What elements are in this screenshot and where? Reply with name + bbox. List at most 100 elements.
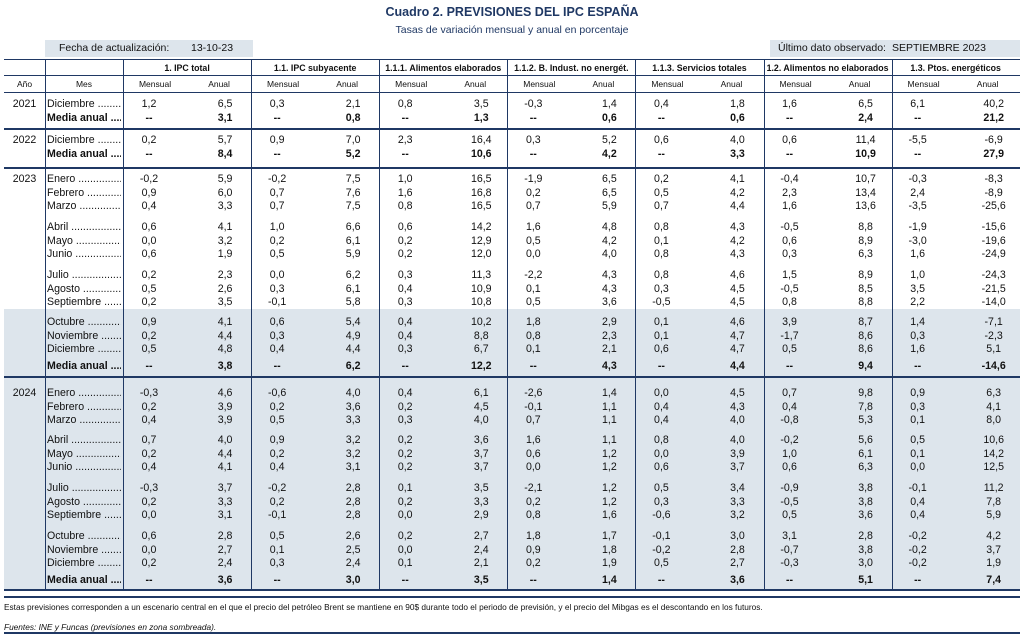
table-cell: 0,3 bbox=[397, 343, 413, 356]
table-cell: 0,2 bbox=[397, 234, 413, 247]
last-observed-value: SEPTIEMBRE 2023 bbox=[892, 42, 986, 54]
table-cell: -- bbox=[145, 574, 153, 586]
update-date-value: 13-10-23 bbox=[191, 42, 234, 54]
table-cell: -1,9 bbox=[524, 173, 543, 185]
subheader: Mensual bbox=[779, 79, 812, 89]
year-header: Año bbox=[16, 79, 33, 89]
table-cell: 10,9 bbox=[470, 282, 492, 295]
table-cell: -0,5 bbox=[780, 495, 799, 508]
table-cell: 0,3 bbox=[269, 557, 285, 570]
table-cell: 5,4 bbox=[345, 316, 361, 328]
table-cell: 4,2 bbox=[730, 186, 745, 199]
table-cell: 0,2 bbox=[141, 557, 157, 570]
table-cell: 8,0 bbox=[986, 414, 1002, 427]
table-cell: 4,0 bbox=[217, 434, 233, 446]
table-cell: 3,3 bbox=[473, 495, 489, 508]
group-header: 1.1. IPC subyacente bbox=[273, 63, 357, 73]
table-subtitle: Tasas de variación mensual y anual en po… bbox=[395, 24, 629, 36]
table-cell: 3,0 bbox=[730, 530, 745, 542]
subheader: Mensual bbox=[907, 79, 940, 89]
table-cell: 0,7 bbox=[782, 387, 797, 399]
table-cell: 4,1 bbox=[217, 221, 233, 233]
table-cell: 3,3 bbox=[730, 495, 745, 508]
table-cell: 6,3 bbox=[986, 387, 1002, 399]
table-cell: 0,2 bbox=[141, 447, 157, 460]
table-cell: 0,0 bbox=[141, 234, 157, 247]
table-cell: 0,9 bbox=[141, 316, 157, 328]
table-cell: 5,9 bbox=[986, 509, 1002, 522]
row-month: Marzo .................. bbox=[47, 200, 121, 213]
table-cell: -- bbox=[273, 112, 281, 124]
table-row: Agosto ................ 0,2 3,3 0,2 2,8 0,2 3,… bbox=[4, 496, 1020, 510]
table-cell: 10,6 bbox=[983, 434, 1004, 446]
table-cell: 3,4 bbox=[730, 482, 745, 494]
table-cell: -0,3 bbox=[908, 173, 927, 185]
row-month: Septiembre ......... bbox=[47, 509, 121, 522]
table-cell: 0,2 bbox=[269, 400, 285, 413]
table-cell: -- bbox=[657, 574, 665, 586]
column-divider bbox=[891, 59, 893, 591]
table-cell: 0,2 bbox=[397, 447, 413, 460]
column-divider bbox=[251, 59, 253, 591]
table-cell: 8,5 bbox=[858, 282, 873, 295]
table-cell: 6,5 bbox=[217, 98, 233, 110]
table-cell: 4,2 bbox=[986, 530, 1002, 542]
table-cell: -- bbox=[145, 148, 153, 160]
table-cell: -0,5 bbox=[780, 221, 799, 233]
table-cell: 1,2 bbox=[602, 447, 617, 460]
table-cell: 0,5 bbox=[269, 530, 285, 542]
table-cell: 0,6 bbox=[782, 134, 797, 146]
table-cell: 1,2 bbox=[602, 482, 617, 494]
table-cell: 3,7 bbox=[730, 461, 745, 474]
table-cell: 2,8 bbox=[345, 482, 361, 494]
table-row: Octubre ............... 0,9 4,1 0,6 5,4 0,4 10… bbox=[4, 316, 1020, 330]
table-cell: 2,4 bbox=[473, 543, 489, 556]
table-cell: 0,2 bbox=[397, 530, 413, 542]
table-cell: 0,1 bbox=[654, 316, 669, 328]
table-cell: -19,6 bbox=[981, 234, 1006, 247]
table-cell: 0,2 bbox=[397, 434, 413, 446]
table-cell: 1,4 bbox=[910, 316, 925, 328]
table-cell: 6,1 bbox=[345, 282, 361, 295]
footnote: Estas previsiones corresponden a un esce… bbox=[4, 602, 763, 612]
table-cell: 21,2 bbox=[983, 112, 1004, 124]
subheader: Anual bbox=[592, 79, 615, 89]
table-cell: 0,4 bbox=[141, 461, 157, 474]
table-row: Junio ................... 0,6 1,9 0,5 5,9 0,2… bbox=[4, 248, 1020, 262]
table-cell: 6,5 bbox=[602, 173, 617, 185]
table-cell: 1,6 bbox=[602, 509, 617, 522]
table-cell: 0,1 bbox=[654, 234, 669, 247]
table-cell: -- bbox=[145, 112, 153, 124]
table-cell: 1,7 bbox=[602, 530, 617, 542]
table-row: Marzo .................. 0,4 3,3 0,7 7,5 0,8 1… bbox=[4, 200, 1020, 214]
row-month: Media anual ..... bbox=[47, 148, 121, 160]
table-cell: 0,7 bbox=[269, 186, 285, 199]
row-month: Abril .................... bbox=[47, 434, 121, 446]
table-cell: 0,2 bbox=[397, 495, 413, 508]
table-cell: 7,8 bbox=[986, 495, 1002, 508]
table-cell: 4,7 bbox=[730, 329, 745, 342]
table-cell: 8,8 bbox=[858, 296, 873, 309]
row-month: Julio .................... bbox=[47, 269, 121, 281]
table-cell: 4,5 bbox=[730, 387, 745, 399]
table-cell: 0,4 bbox=[397, 387, 413, 399]
table-cell: 2,1 bbox=[473, 557, 489, 570]
table-cell: 0,1 bbox=[397, 557, 413, 570]
table-row: 2022 Diciembre ......... 0,2 5,7 0,9 7,0 2,3 16… bbox=[4, 134, 1020, 148]
table-cell: 8,9 bbox=[858, 269, 873, 281]
table-cell: 0,3 bbox=[397, 269, 413, 281]
table-cell: 0,8 bbox=[345, 112, 361, 124]
table-cell: 0,5 bbox=[654, 186, 669, 199]
table-cell: 3,8 bbox=[858, 543, 873, 556]
column-divider bbox=[45, 59, 46, 591]
table-cell: 0,6 bbox=[654, 343, 669, 356]
table-cell: 0,2 bbox=[141, 296, 157, 309]
table-cell: 4,5 bbox=[730, 296, 745, 309]
table-cell: -21,5 bbox=[981, 282, 1006, 295]
table-cell: 2,4 bbox=[217, 557, 233, 570]
table-cell: 0,4 bbox=[654, 400, 669, 413]
table-cell: -0,6 bbox=[652, 509, 671, 522]
table-cell: 5,2 bbox=[602, 134, 617, 146]
table-cell: -0,3 bbox=[139, 387, 159, 399]
table-cell: 0,7 bbox=[141, 434, 157, 446]
